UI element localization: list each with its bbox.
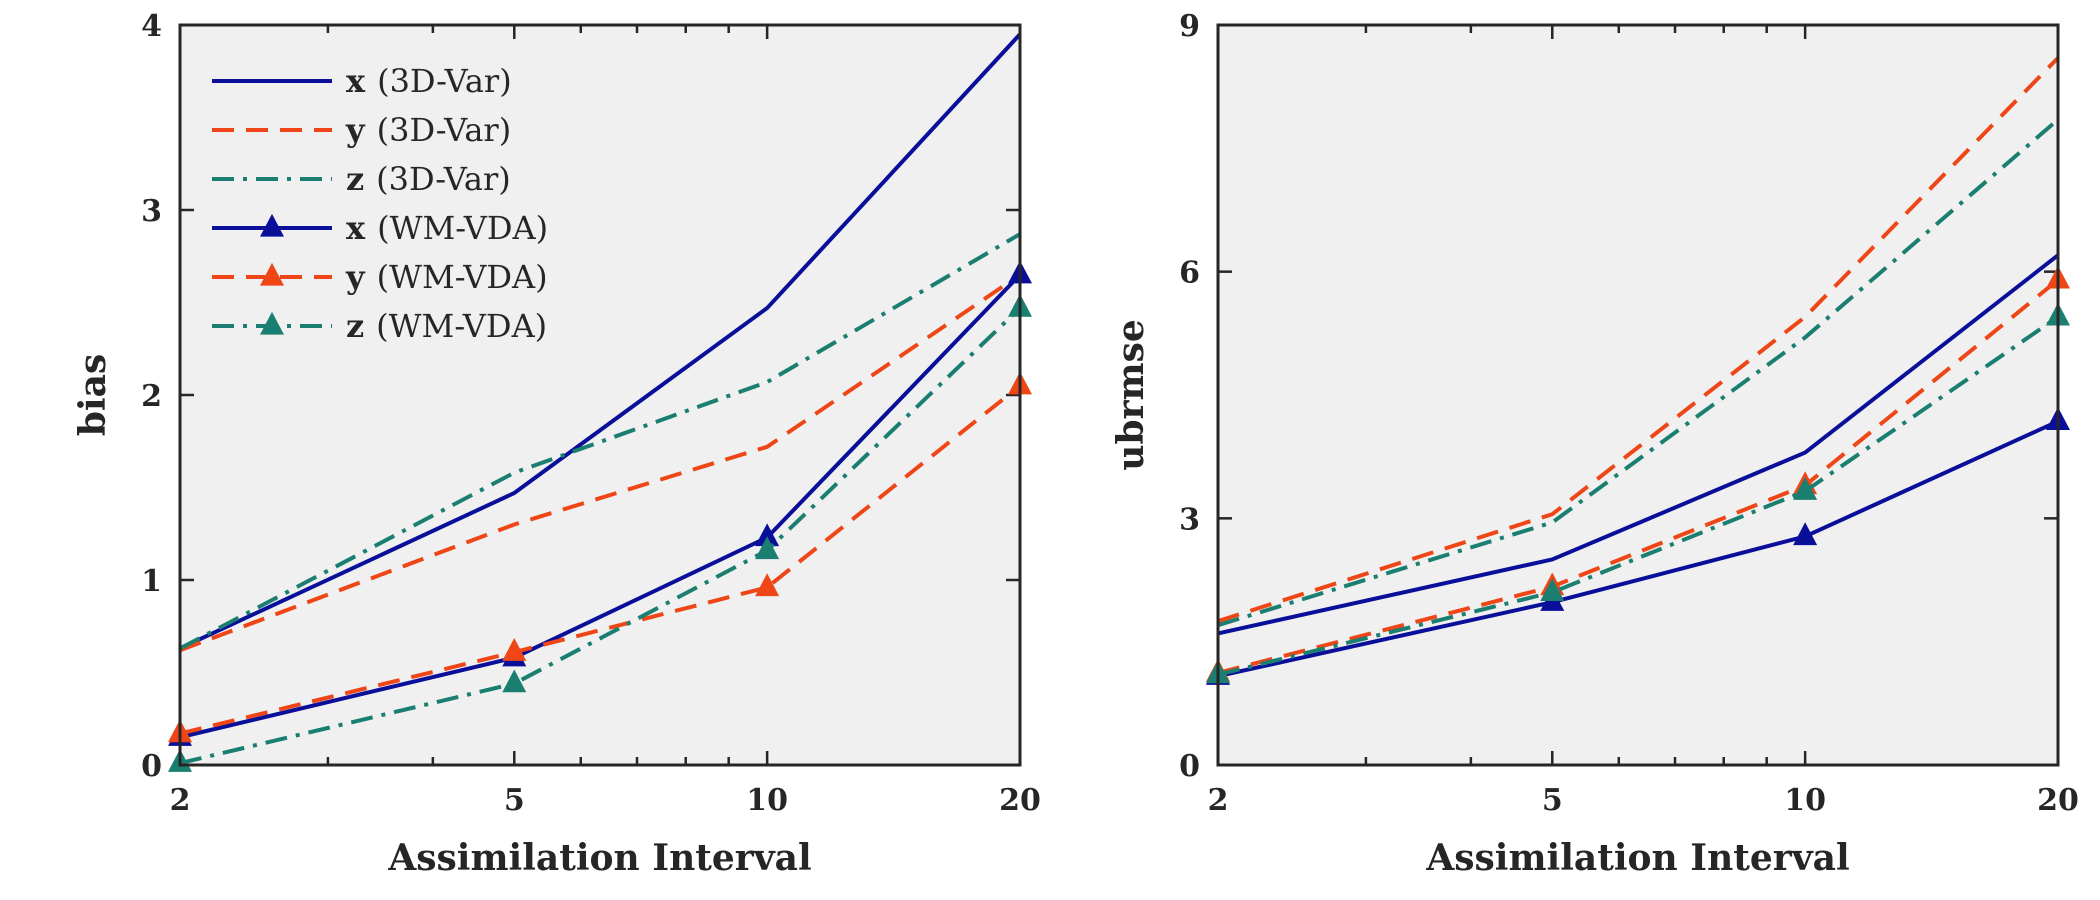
data-point-marker (755, 523, 780, 547)
data-point-marker (1793, 522, 1818, 546)
x-tick-label: 2 (170, 783, 191, 818)
series-line-y-3d-var- (179, 273, 1022, 653)
panel-2: 2 5 10 20 0 3 6 9 Assimilation Interval ubrmse (1110, 9, 2079, 879)
y-tick-label: 6 (1179, 256, 1200, 291)
legend-variable: y (345, 111, 366, 149)
y-tick-label: 1 (141, 564, 162, 599)
legend-method: (WM-VDA) (376, 307, 547, 345)
panel-1: 2 5 10 20 0 1 2 3 4 Assimilation Interval bias x (3D… (72, 9, 1041, 879)
legend-entry: x (3D-Var) (346, 62, 512, 100)
y-tick-label: 4 (141, 9, 162, 44)
y-tick-label: 0 (1179, 749, 1200, 784)
y-tick-label: 0 (141, 749, 162, 784)
data-point-marker (502, 638, 527, 661)
data-point-marker (1540, 578, 1565, 601)
legend-variable: y (345, 258, 366, 296)
series-line-z-3d-var- (179, 232, 1022, 651)
x-tick-label: 20 (999, 783, 1041, 818)
plot-area (180, 25, 1020, 765)
series-line-x-3d-var- (1217, 253, 2060, 636)
y-axis-label: ubrmse (1110, 319, 1152, 471)
legend-method: (3D-Var) (377, 111, 512, 149)
legend-entry: z (WM-VDA) (346, 307, 547, 345)
legend-variable: x (346, 209, 366, 247)
y-tick-label: 3 (141, 194, 162, 229)
legend: x (3D-Var) y (3D-Var) z (3D-Var) x (WM-VDA) y (WM… (212, 62, 548, 345)
series-line-y-wm-vda- (1217, 278, 2060, 675)
legend-method: (3D-Var) (376, 160, 511, 198)
data-point-marker (1793, 477, 1818, 500)
data-point-marker (755, 536, 780, 560)
x-axis-label: Assimilation Interval (1425, 837, 1849, 879)
data-point-marker (502, 669, 527, 693)
x-axis-label: Assimilation Interval (387, 837, 811, 879)
y-tick-label: 2 (141, 379, 162, 414)
legend-variable: z (346, 307, 364, 345)
y-tick-label: 9 (1179, 9, 1200, 44)
x-tick-label: 2 (1208, 783, 1229, 818)
legend-method: (3D-Var) (377, 62, 512, 100)
legend-variable: x (346, 62, 366, 100)
legend-marker (260, 213, 284, 237)
legend-marker (260, 262, 284, 286)
axes-frame (1216, 23, 2060, 767)
legend-method: (WM-VDA) (377, 258, 548, 296)
x-tick-label: 5 (1542, 783, 1563, 818)
series-line-z-wm-vda- (179, 306, 1022, 766)
legend-marker (260, 311, 284, 335)
series-line-x-wm-vda- (1217, 419, 2059, 679)
legend-entry: y (3D-Var) (345, 111, 511, 149)
legend-entry: x (WM-VDA) (346, 209, 548, 247)
series-line-x-3d-var- (179, 32, 1022, 651)
y-tick-label: 3 (1179, 502, 1200, 537)
series-group (168, 32, 1032, 772)
legend-entry: z (3D-Var) (346, 160, 511, 198)
axes-frame (178, 23, 1022, 767)
x-tick-label: 10 (1784, 783, 1826, 818)
legend-entry: y (WM-VDA) (345, 258, 548, 296)
x-tick-label: 10 (746, 783, 788, 818)
y-axis-label: bias (72, 354, 114, 436)
legend-method: (WM-VDA) (377, 209, 548, 247)
plot-area (1218, 25, 2058, 765)
legend-variable: z (346, 160, 364, 198)
data-point-marker (755, 573, 780, 597)
x-tick-label: 5 (504, 783, 525, 818)
x-tick-label: 20 (2037, 783, 2079, 818)
series-line-y-3d-var- (1217, 56, 2060, 624)
series-line-y-wm-vda- (179, 384, 1022, 736)
series-line-x-wm-vda- (179, 273, 1022, 740)
